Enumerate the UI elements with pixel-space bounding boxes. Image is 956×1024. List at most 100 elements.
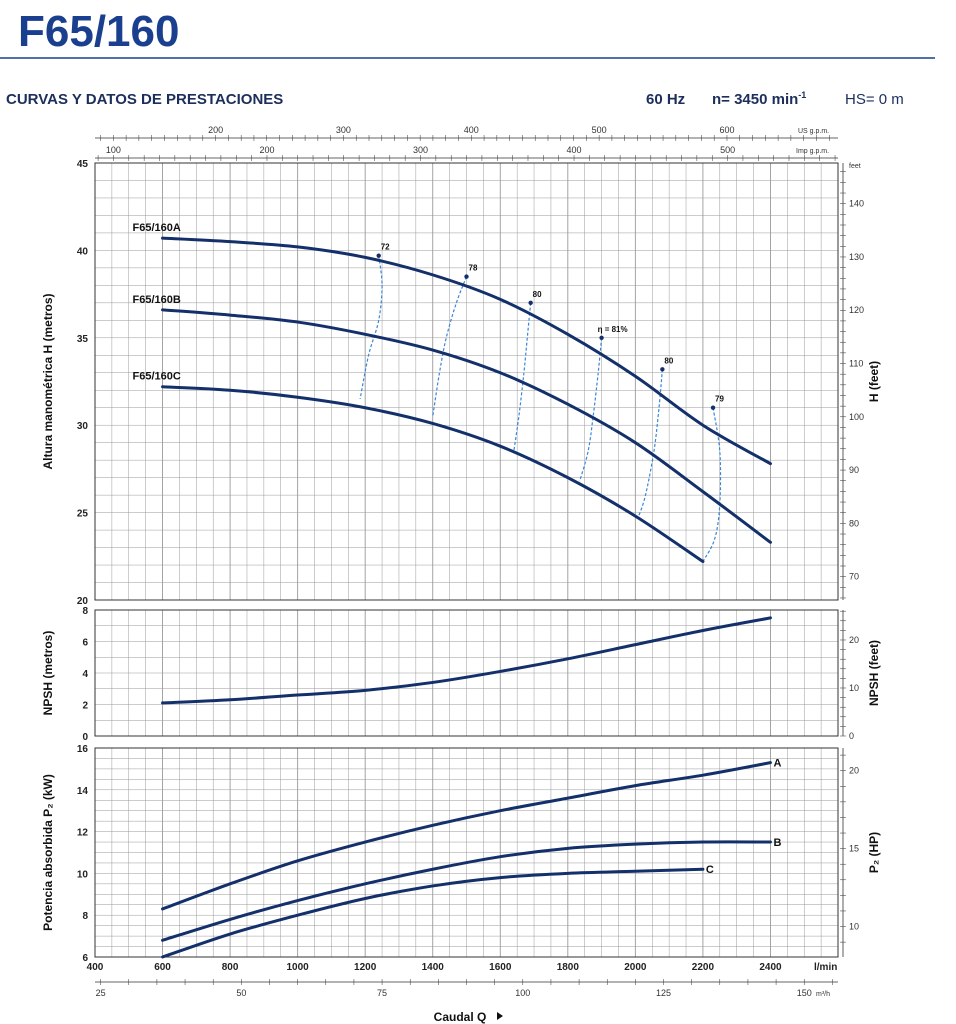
right-tick-label: 130 bbox=[849, 252, 864, 262]
right-tick-label: 140 bbox=[849, 199, 864, 209]
us-gpm-tick-label: 600 bbox=[719, 125, 734, 135]
power-panel: 6 8 10 12 14 16 10 15 20 Potencia absorbida P₂ (k… bbox=[41, 744, 881, 964]
m3h-tick-label: 125 bbox=[656, 988, 671, 998]
curve-label: B bbox=[773, 837, 781, 849]
curve-label: F65/160A bbox=[133, 222, 181, 234]
efficiency-label: 79 bbox=[715, 395, 724, 404]
efficiency-label: 78 bbox=[469, 264, 478, 273]
x-tick-label: 800 bbox=[222, 962, 239, 973]
speed-text: n= 3450 min bbox=[712, 91, 798, 108]
us-gpm-tick-label: 500 bbox=[592, 125, 607, 135]
x-axis-label: Caudal Q bbox=[434, 1010, 487, 1024]
x-tick-label: 1800 bbox=[557, 962, 580, 973]
right-tick-label: 90 bbox=[849, 465, 859, 475]
curve-label: F65/160C bbox=[133, 371, 181, 383]
y-tick-label: 40 bbox=[77, 246, 89, 257]
y-tick-label: 16 bbox=[77, 744, 89, 755]
right-tick-label: 0 bbox=[849, 731, 854, 741]
us-gpm-unit-label: US g.p.m. bbox=[798, 128, 829, 135]
efficiency-line bbox=[579, 337, 603, 482]
npsh-panel: 0 2 4 6 8 0 10 20 NPSH (metros) NPSH (feet) bbox=[41, 606, 881, 743]
us-gpm-tick-label: 300 bbox=[336, 125, 351, 135]
right-unit-label: feet bbox=[849, 163, 861, 170]
right-tick-label: 15 bbox=[849, 844, 859, 854]
speed-label: n= 3450 min-1 bbox=[712, 90, 806, 108]
x-tick-label: 1000 bbox=[287, 962, 310, 973]
plot-frame bbox=[94, 609, 839, 737]
imp-gpm-tick-label: 100 bbox=[106, 145, 121, 155]
imp-gpm-tick-label: 400 bbox=[567, 145, 582, 155]
us-gpm-tick-label: 200 bbox=[208, 125, 223, 135]
right-tick-label: 10 bbox=[849, 922, 859, 932]
y-tick-label: 8 bbox=[82, 911, 88, 922]
y-tick-label: 10 bbox=[77, 869, 89, 880]
m3h-tick-label: 25 bbox=[96, 988, 106, 998]
right-tick-label: 20 bbox=[849, 766, 859, 776]
head-curve bbox=[161, 236, 772, 466]
y-tick-label: 6 bbox=[82, 953, 88, 964]
right-tick-label: 100 bbox=[849, 412, 864, 422]
us-gpm-tick-label: 400 bbox=[464, 125, 479, 135]
efficiency-point bbox=[464, 274, 469, 279]
efficiency-label: 80 bbox=[533, 290, 542, 299]
m3h-tick-label: 50 bbox=[236, 988, 246, 998]
x-tick-label: 2000 bbox=[624, 962, 647, 973]
x-tick-label: 400 bbox=[87, 962, 104, 973]
y-axis-label-right: H (feet) bbox=[867, 361, 881, 402]
imp-gpm-tick-label: 200 bbox=[259, 145, 274, 155]
y-axis-label-right: NPSH (feet) bbox=[867, 640, 881, 706]
plot-frame bbox=[94, 162, 839, 601]
right-tick-label: 120 bbox=[849, 305, 864, 315]
imp-gpm-tick-label: 500 bbox=[720, 145, 735, 155]
x-tick-label: 1400 bbox=[422, 962, 445, 973]
y-tick-label: 2 bbox=[82, 701, 88, 712]
efficiency-label: 80 bbox=[664, 356, 673, 365]
x-tick-label: 1600 bbox=[489, 962, 512, 973]
efficiency-line bbox=[513, 302, 532, 452]
curve-label: F65/160B bbox=[133, 294, 181, 306]
x-unit-label: l/min bbox=[814, 962, 837, 973]
hs-label: HS= 0 m bbox=[845, 91, 904, 108]
efficiency-point bbox=[528, 300, 533, 306]
section-subtitle: CURVAS Y DATOS DE PRESTACIONES bbox=[6, 91, 283, 108]
efficiency-point bbox=[599, 335, 604, 340]
imp-gpm-tick-label: 300 bbox=[413, 145, 428, 155]
head-curve bbox=[161, 385, 705, 564]
right-tick-label: 80 bbox=[849, 518, 859, 528]
x-tick-label: 1200 bbox=[354, 962, 377, 973]
plot-frame bbox=[94, 747, 839, 958]
curve-label: C bbox=[706, 864, 714, 876]
y-tick-label: 8 bbox=[82, 606, 88, 617]
power-curve bbox=[161, 840, 772, 942]
x-tick-label: 2200 bbox=[692, 962, 715, 973]
efficiency-point bbox=[376, 253, 381, 258]
right-tick-label: 70 bbox=[849, 572, 859, 582]
head-panel: 20 25 30 35 40 45 70 80 90 100 110 120 130 140 feet Alt… bbox=[41, 159, 881, 607]
speed-exponent: -1 bbox=[798, 90, 806, 100]
efficiency-point bbox=[710, 405, 716, 410]
y-tick-label: 25 bbox=[77, 509, 89, 520]
efficiency-label: 72 bbox=[381, 243, 390, 252]
right-tick-label: 110 bbox=[849, 359, 863, 369]
curve-label: A bbox=[773, 758, 781, 770]
x-tick-label: 600 bbox=[154, 962, 171, 973]
page-title: F65/160 bbox=[18, 7, 179, 56]
y-tick-label: 6 bbox=[82, 638, 88, 649]
m3h-tick-label: 100 bbox=[515, 988, 530, 998]
right-tick-label: 20 bbox=[849, 635, 859, 645]
frequency-label: 60 Hz bbox=[646, 91, 685, 108]
y-axis-label: NPSH (metros) bbox=[41, 631, 55, 716]
power-curve bbox=[161, 867, 705, 959]
y-axis-label: Altura manométrica H (metros) bbox=[41, 293, 55, 469]
y-tick-label: 30 bbox=[77, 421, 89, 432]
y-axis-label: Potencia absorbida P₂ (kW) bbox=[41, 774, 55, 931]
top-flow-axes: 200 300 400 500 600 US g.p.m. 100 200 300 400 500 I… bbox=[95, 125, 838, 161]
y-tick-label: 45 bbox=[77, 159, 89, 170]
bottom-flow-axes: 400 600 800 1000 1200 1400 1600 1800 2000 2200 240… bbox=[87, 962, 838, 1024]
y-tick-label: 20 bbox=[77, 596, 89, 607]
efficiency-point bbox=[660, 367, 665, 372]
y-tick-label: 14 bbox=[77, 786, 89, 797]
m3h-tick-label: 150 bbox=[797, 988, 812, 998]
imp-gpm-unit-label: Imp g.p.m. bbox=[796, 148, 829, 155]
